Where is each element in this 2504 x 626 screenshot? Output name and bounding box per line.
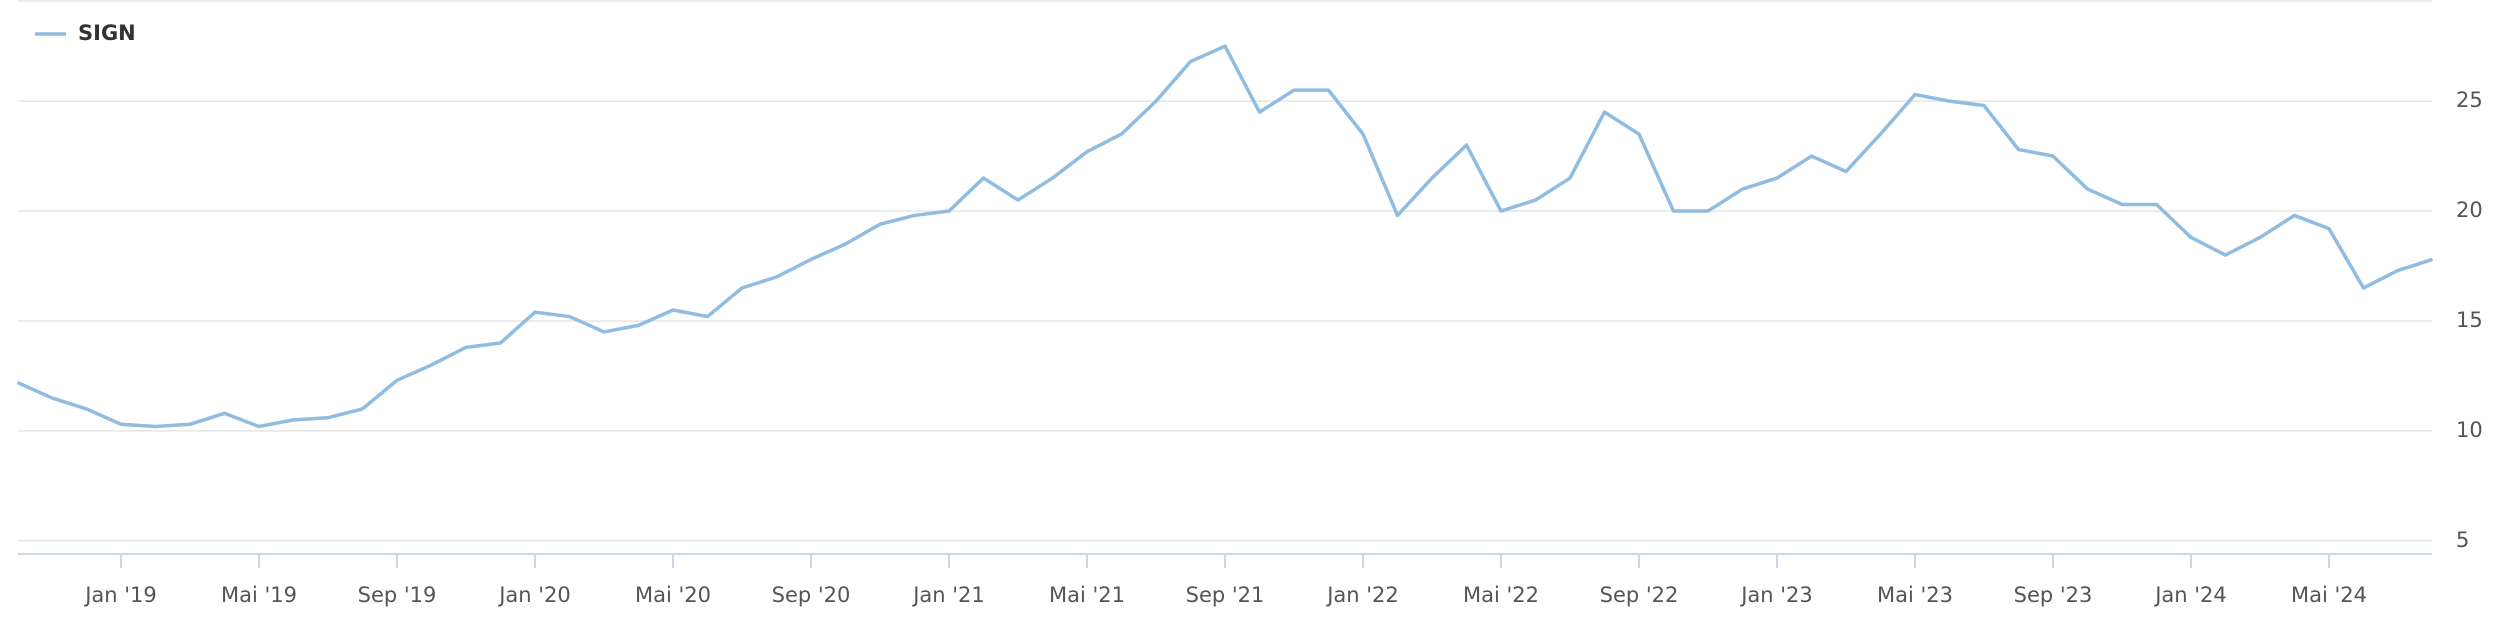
- x-tick-label: Jan '19: [83, 583, 157, 607]
- x-tick-label: Mai '19: [221, 583, 297, 607]
- x-tick-label: Mai '20: [635, 583, 711, 607]
- y-tick-label: 5: [2456, 528, 2469, 552]
- y-tick-label: 15: [2456, 308, 2483, 332]
- y-tick-label: 25: [2456, 88, 2483, 112]
- y-tick-label: 10: [2456, 418, 2483, 442]
- x-tick-label: Sep '23: [2014, 583, 2093, 607]
- x-tick-label: Jan '23: [1739, 583, 1813, 607]
- x-tick-label: Mai '23: [1877, 583, 1953, 607]
- x-tick-label: Mai '24: [2291, 583, 2367, 607]
- x-tick-label: Sep '21: [1186, 583, 1265, 607]
- legend-label: SIGN: [78, 21, 136, 45]
- x-tick-label: Sep '20: [772, 583, 851, 607]
- x-tick-label: Jan '24: [2153, 583, 2227, 607]
- x-tick-label: Jan '21: [911, 583, 985, 607]
- x-tick-label: Sep '22: [1600, 583, 1679, 607]
- x-tick-label: Sep '19: [358, 583, 437, 607]
- x-tick-label: Mai '21: [1049, 583, 1125, 607]
- x-tick-label: Jan '20: [497, 583, 571, 607]
- x-tick-label: Jan '22: [1325, 583, 1399, 607]
- x-tick-label: Mai '22: [1463, 583, 1539, 607]
- line-series: [16, 44, 2434, 429]
- y-tick-label: 20: [2456, 198, 2483, 222]
